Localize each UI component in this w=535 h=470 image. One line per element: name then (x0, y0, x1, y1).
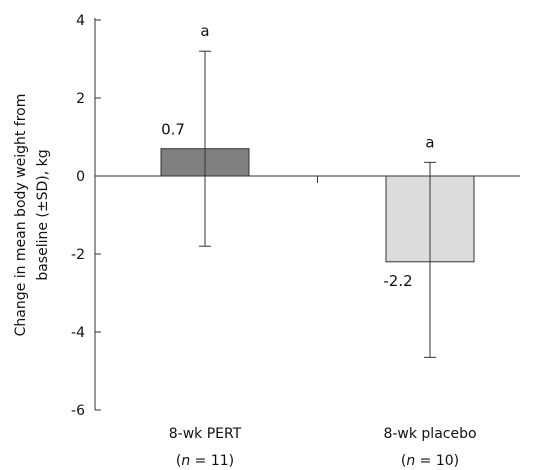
category-label-0: 8-wk PERT (169, 426, 242, 442)
value-label-1: -2.2 (383, 272, 412, 290)
n-label-part-1-0: ( (401, 453, 406, 469)
y-tick-label-3: -2 (71, 247, 85, 263)
n-label-part-0-1: n (181, 453, 190, 469)
significance-label-0: a (200, 22, 209, 40)
n-label-part-1-2: = 10) (415, 453, 459, 469)
significance-label-1: a (425, 133, 434, 151)
n-label-part-0-2: = 11) (190, 453, 234, 469)
y-tick-label-5: -6 (71, 403, 85, 419)
y-tick-label-2: 0 (76, 169, 85, 185)
n-label-part-1-1: n (406, 453, 415, 469)
y-tick-label-4: -4 (71, 325, 85, 341)
category-label-1: 8-wk placebo (383, 426, 476, 442)
y-tick-label-1: 2 (76, 91, 85, 107)
labels: 4 2 0 -2 -4 -6 Change in mean body weight from… (13, 13, 477, 469)
y-axis-label-line-1: baseline (±SD), kg (35, 149, 51, 280)
y-axis-label-line-0: Change in mean body weight from (13, 94, 29, 337)
n-label-0: (n = 11) (176, 453, 234, 469)
n-label-part-0-0: ( (176, 453, 181, 469)
y-axis-label: Change in mean body weight from baseline … (13, 94, 51, 337)
bars (160, 50, 475, 358)
y-tick-label-0: 4 (76, 13, 85, 29)
n-label-1: (n = 10) (401, 453, 459, 469)
value-label-0: 0.7 (161, 121, 185, 139)
